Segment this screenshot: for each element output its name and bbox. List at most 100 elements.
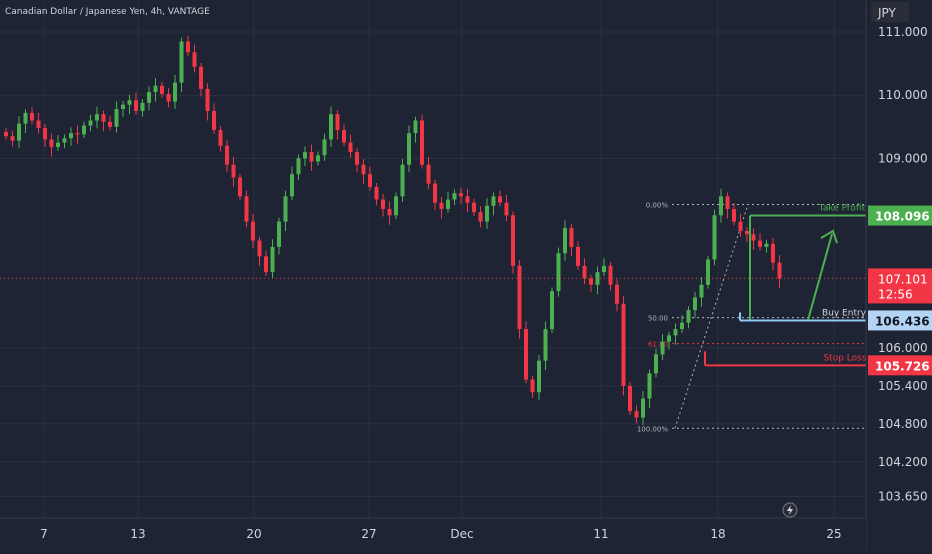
- candle: [342, 124, 346, 147]
- candle: [621, 296, 626, 396]
- candle-body: [524, 329, 528, 380]
- y-tick-label: 104.800: [878, 417, 928, 431]
- candle: [569, 224, 574, 257]
- candle-body: [62, 138, 67, 143]
- candle: [270, 239, 275, 278]
- candle: [335, 110, 340, 140]
- candle: [738, 214, 743, 237]
- candle: [316, 151, 320, 166]
- candle: [361, 159, 366, 184]
- fib-level-label: 50.00: [648, 315, 668, 323]
- candle-body: [199, 66, 203, 89]
- candle-body: [30, 112, 34, 121]
- candle-body: [537, 360, 541, 393]
- candle-body: [69, 133, 73, 139]
- candle-body: [771, 243, 775, 263]
- candle: [82, 121, 86, 139]
- candle: [290, 166, 294, 201]
- candle-body: [725, 196, 730, 209]
- candle-body: [277, 221, 281, 247]
- candle: [511, 211, 515, 274]
- candle-body: [543, 329, 548, 361]
- candle-body: [433, 183, 437, 203]
- y-tick-label: 111.000: [878, 25, 928, 39]
- candle: [485, 198, 489, 230]
- candle: [608, 262, 613, 291]
- candle-body: [719, 196, 723, 216]
- x-tick-label: 13: [130, 527, 145, 541]
- candle-body: [530, 379, 535, 393]
- candle-body: [10, 136, 15, 141]
- candle: [719, 188, 723, 223]
- candle: [231, 157, 236, 187]
- candle: [413, 116, 418, 143]
- candle: [160, 81, 164, 98]
- candle-body: [667, 335, 671, 342]
- candle: [465, 188, 470, 213]
- price-label-value: 105.726: [875, 359, 930, 373]
- candle-body: [270, 246, 275, 273]
- candle-body: [699, 284, 704, 298]
- candle: [355, 148, 359, 173]
- candle-body: [491, 196, 496, 206]
- candle: [244, 190, 249, 228]
- candle-body: [706, 259, 710, 285]
- candle: [725, 192, 730, 219]
- candle: [309, 144, 314, 172]
- candle: [101, 110, 106, 132]
- candle: [147, 86, 151, 111]
- candle-body: [387, 208, 392, 216]
- x-tick-label: 7: [40, 527, 48, 541]
- candle-body: [218, 129, 223, 146]
- y-tick-label: 106.000: [878, 341, 928, 355]
- candle: [517, 260, 522, 339]
- fib-level-label: 100.00%: [637, 425, 668, 433]
- candle: [134, 92, 138, 115]
- candle-body: [238, 177, 242, 197]
- candle: [153, 78, 158, 102]
- candle-body: [4, 131, 8, 137]
- x-tick-label: 18: [710, 527, 725, 541]
- fib-level-label: 61.80: [648, 341, 668, 349]
- candle-body: [452, 193, 457, 200]
- lightning-icon[interactable]: [782, 502, 798, 518]
- candle: [504, 195, 509, 221]
- candle: [225, 140, 229, 173]
- candle-body: [153, 85, 158, 93]
- candle-body: [621, 303, 626, 386]
- candle: [69, 127, 73, 146]
- price-label-box: [868, 355, 932, 376]
- candle-body: [342, 129, 346, 143]
- candle: [114, 101, 119, 133]
- candle: [589, 274, 593, 293]
- candle-body: [381, 199, 385, 209]
- candle: [348, 135, 353, 158]
- candle: [121, 100, 125, 117]
- candle-body: [712, 215, 717, 260]
- candle-body: [121, 104, 125, 110]
- candle: [745, 227, 749, 242]
- candle-body: [738, 221, 743, 232]
- candle: [303, 146, 307, 166]
- candle: [49, 133, 54, 157]
- candle-body: [82, 125, 86, 135]
- candle: [472, 198, 476, 216]
- candle: [218, 126, 223, 152]
- candle-body: [88, 120, 93, 126]
- y-tick-label: 110.000: [878, 88, 928, 102]
- candle-body: [595, 272, 600, 285]
- candle: [407, 125, 411, 173]
- candle: [368, 166, 372, 191]
- currency-badge[interactable]: [871, 2, 909, 22]
- time-axis-panel[interactable]: [0, 518, 866, 550]
- candle-body: [374, 186, 379, 200]
- candle: [296, 154, 301, 180]
- candle: [199, 62, 203, 97]
- annotation-take-profit: Take Profit: [818, 204, 866, 214]
- candle-body: [283, 196, 288, 222]
- candle-body: [634, 411, 639, 418]
- candle-body: [602, 265, 606, 273]
- fib-trend-line: [674, 204, 749, 429]
